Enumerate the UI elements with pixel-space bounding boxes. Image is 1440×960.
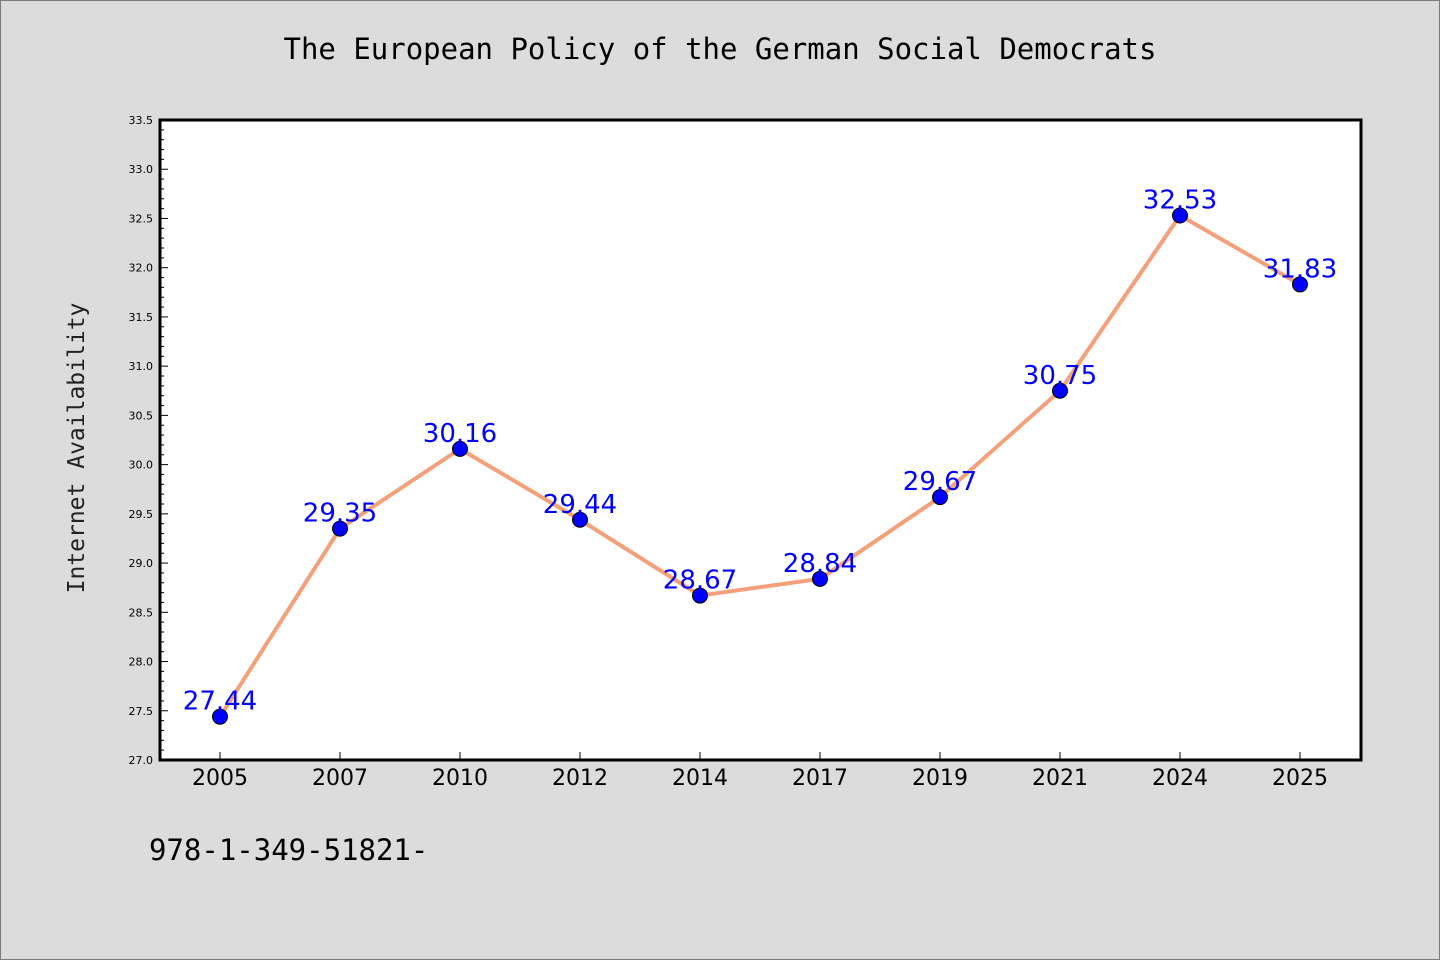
y-tick-label: 28.5 [129, 606, 154, 619]
x-tick-label: 2005 [192, 766, 248, 791]
data-label: 32.53 [1143, 186, 1217, 216]
footnote-isbn: 978-1-349-51821- [149, 833, 429, 867]
data-label: 30.75 [1023, 361, 1097, 391]
x-tick-label: 2014 [672, 766, 728, 791]
x-tick-label: 2012 [552, 766, 608, 791]
data-label: 27.44 [183, 687, 257, 717]
data-label: 28.84 [783, 549, 857, 579]
data-point [332, 520, 348, 537]
data-point [212, 708, 228, 725]
x-tick-label: 2007 [312, 766, 368, 791]
x-tick-label: 2017 [792, 766, 848, 791]
data-point [1052, 382, 1068, 399]
data-point [932, 489, 948, 506]
x-tick-label: 2025 [1272, 766, 1328, 791]
data-point [452, 440, 468, 457]
x-tick-label: 2024 [1152, 766, 1208, 791]
y-tick-label: 30.0 [129, 459, 154, 472]
data-label: 28.67 [663, 566, 737, 596]
plot-frame [158, 118, 1363, 762]
chart-title: The European Policy of the German Social… [283, 32, 1157, 66]
data-label: 30.16 [423, 419, 497, 449]
y-tick-label: 27.0 [129, 754, 154, 767]
data-point [572, 511, 588, 528]
data-label: 29.67 [903, 467, 977, 497]
data-point [1172, 207, 1188, 224]
y-tick-label: 30.5 [129, 409, 154, 422]
data-point [812, 570, 828, 587]
y-tick-label: 31.5 [129, 311, 154, 324]
y-tick-label: 32.0 [129, 262, 154, 275]
y-tick-label: 31.0 [129, 360, 154, 373]
y-tick-label: 29.5 [129, 508, 154, 521]
y-tick-label: 32.5 [129, 212, 154, 225]
data-label: 29.35 [303, 499, 377, 529]
y-tick-label: 33.5 [129, 114, 154, 127]
x-tick-label: 2010 [432, 766, 488, 791]
series-line [218, 213, 1302, 719]
x-tick-label: 2021 [1032, 766, 1088, 791]
data-point [1292, 276, 1308, 293]
y-tick-label: 33.0 [129, 163, 154, 176]
data-point [692, 587, 708, 604]
plot-area [160, 120, 1361, 760]
y-tick-label: 28.0 [129, 656, 154, 669]
x-tick-label: 2019 [912, 766, 968, 791]
y-tick-label: 27.5 [129, 705, 154, 718]
y-tick-label: 29.0 [129, 557, 154, 570]
data-label: 29.44 [543, 490, 617, 520]
data-label: 31.83 [1263, 254, 1337, 284]
